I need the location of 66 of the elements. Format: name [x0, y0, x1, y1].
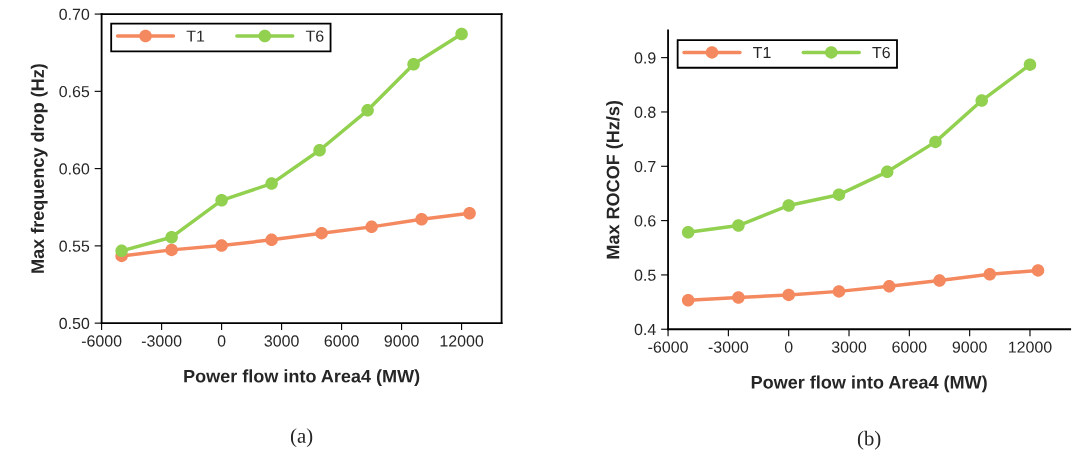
y-axis-title: Max ROCOF (Hz/s) [606, 101, 623, 259]
point [165, 230, 178, 244]
point [1031, 264, 1045, 277]
x-tick-label: 9000 [952, 341, 987, 353]
point [463, 207, 476, 220]
point [215, 194, 228, 207]
point [215, 239, 228, 252]
x-tick-label: 0 [217, 335, 226, 347]
point [732, 291, 745, 304]
point [832, 285, 846, 298]
y-tick-label: 0.70 [59, 8, 90, 21]
legend-label: T1 [753, 47, 771, 59]
point [407, 58, 420, 71]
x-tick-label: 12000 [440, 335, 484, 347]
point [732, 219, 745, 232]
point [929, 135, 942, 149]
legend-label: T1 [186, 30, 205, 42]
point [265, 177, 278, 190]
point [1023, 58, 1037, 71]
x-tick-label: 9000 [384, 335, 419, 347]
point [165, 243, 178, 257]
x-tick-label: 6000 [892, 341, 927, 353]
x-tick-label: -6000 [81, 335, 122, 347]
y-tick-label: 0.50 [59, 317, 90, 330]
x-tick-label: -6000 [648, 341, 688, 353]
point [361, 104, 374, 117]
y-tick-label: 0.6 [634, 215, 656, 227]
point [882, 280, 896, 293]
point [880, 165, 894, 179]
y-tick-label: 0.7 [634, 160, 656, 173]
point [933, 274, 946, 287]
x-tick-label: 3000 [831, 341, 867, 353]
point [782, 288, 795, 302]
x-axis-title: Power flow into Area4 (MW) [184, 369, 420, 387]
point [681, 225, 695, 239]
point [115, 244, 128, 258]
y-tick-label: 0.8 [634, 106, 656, 118]
text: (a) [290, 428, 313, 448]
y-tick-label: 0.55 [59, 240, 90, 252]
y-tick-label: 0.4 [634, 323, 656, 336]
point [681, 294, 695, 307]
x-tick-label: 12000 [1008, 341, 1052, 353]
legend-label: T6 [872, 46, 890, 59]
point [365, 220, 378, 234]
x-tick-label: -3000 [708, 341, 749, 353]
point [832, 188, 846, 201]
x-tick-label: 0 [784, 341, 793, 353]
point [782, 199, 795, 212]
x-tick-label: 6000 [324, 335, 359, 347]
point [265, 233, 278, 247]
point [315, 226, 328, 240]
point [415, 213, 428, 226]
y-axis-title: Max frequency drop (Hz) [30, 64, 48, 273]
text: (b) [857, 430, 881, 450]
legend-label: T6 [305, 30, 324, 42]
point [455, 27, 468, 41]
y-tick-label: 0.65 [59, 85, 90, 98]
y-tick-label: 0.9 [634, 52, 656, 64]
point [983, 267, 997, 281]
point [975, 94, 988, 107]
x-tick-label: -3000 [141, 335, 182, 347]
y-tick-label: 0.60 [59, 163, 90, 175]
point [313, 143, 326, 157]
x-axis-title: Power flow into Area4 (MW) [751, 375, 987, 393]
y-tick-label: 0.5 [634, 269, 656, 281]
x-tick-label: 3000 [264, 335, 299, 347]
